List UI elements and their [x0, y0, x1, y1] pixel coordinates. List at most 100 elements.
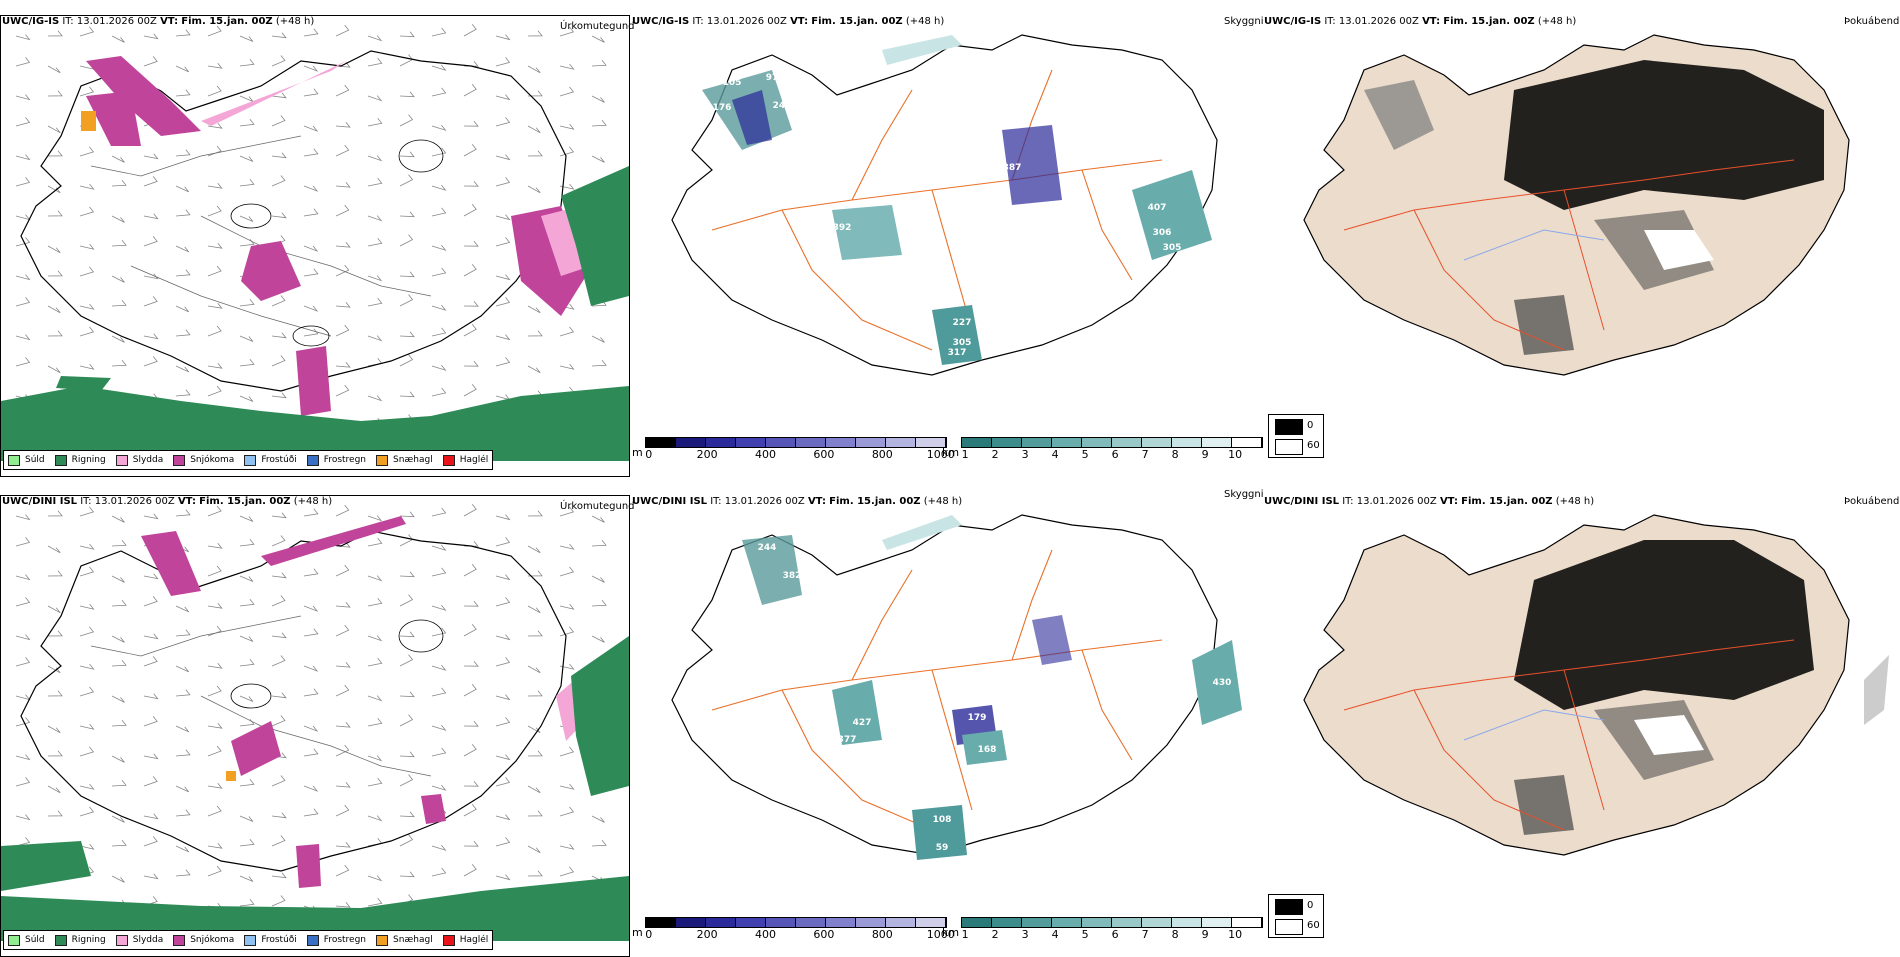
wind-barb [47, 570, 63, 577]
wind-barb [47, 365, 61, 374]
wind-barb [47, 810, 63, 817]
wind-barb [367, 35, 383, 42]
wind-barb [559, 566, 575, 577]
height-label: 306 [1153, 228, 1172, 238]
colorbar-box [1082, 918, 1113, 927]
wind-barb [143, 573, 159, 580]
colorbar-box [855, 438, 886, 447]
legend-label: Snæhagl [393, 455, 433, 465]
wind-barb [463, 623, 477, 637]
vt-label: VT: [177, 496, 196, 507]
wind-barb [463, 203, 477, 217]
wind-barb [143, 273, 159, 280]
colorbar-box [992, 438, 1023, 447]
height-label: 168 [978, 745, 997, 755]
wind-barb [143, 356, 158, 367]
wind-barb [111, 275, 125, 283]
wind-barb [367, 515, 383, 522]
wind-barb [143, 176, 158, 187]
wind-barb [431, 844, 447, 851]
it-value: 13.01.2026 00Z [724, 496, 805, 507]
wind-barb [559, 843, 575, 850]
wind-barb [399, 354, 414, 367]
wind-barb [303, 305, 319, 312]
wind-barb [399, 534, 414, 547]
precip-type-legend: Súld Rigning Slydda Snjókoma Frostúði Frostre… [3, 450, 494, 470]
legend-swatch [115, 934, 128, 946]
it-label: IT: [692, 16, 704, 27]
wind-barb [495, 154, 511, 161]
legend-swatch [173, 454, 186, 466]
colorbar-tick: 4 [1051, 928, 1059, 941]
wind-barb [495, 814, 511, 821]
wind-barb [399, 391, 415, 398]
wind-barb [15, 177, 31, 187]
wind-barb [207, 722, 223, 729]
wind-barb [111, 720, 127, 727]
wind-barb [303, 785, 319, 792]
legend-swatch [8, 454, 20, 466]
wind-barb [431, 664, 447, 671]
lead-time: (+48 h) [923, 496, 963, 507]
wind-barb [495, 837, 511, 847]
wind-barb [335, 301, 351, 308]
wind-barb [175, 389, 191, 397]
colorbar-tick: 1 [961, 928, 969, 941]
wind-barb [79, 183, 95, 190]
wind-barb [239, 899, 255, 907]
legend-swatch [376, 934, 389, 946]
wind-barb [111, 695, 125, 703]
wind-barb [239, 35, 254, 42]
legend-label: Haglél [459, 935, 489, 945]
wind-barb [143, 633, 159, 640]
colorbar-tick: 200 [696, 448, 718, 461]
height-label: 392 [833, 223, 852, 233]
visibility-title: Skyggni [1224, 489, 1264, 500]
wind-barb [399, 174, 414, 187]
wind-barb [111, 575, 125, 583]
lead-time: (+48 h) [275, 16, 315, 27]
wind-barb [463, 23, 477, 37]
colorbar-box [825, 438, 856, 447]
wind-barb [367, 718, 383, 727]
wind-barb [431, 724, 447, 731]
wind-barb [431, 184, 447, 191]
colorbar-box [765, 438, 796, 447]
colorbar-tick: 4 [1051, 448, 1059, 461]
wind-barb [239, 575, 254, 582]
colorbar-box [1232, 438, 1263, 447]
wind-barb [79, 686, 95, 697]
wind-barb [303, 508, 319, 517]
colorbar-tick: 600 [813, 448, 835, 461]
wind-barb [143, 693, 159, 700]
wind-barb [367, 335, 383, 342]
panel-header: UWC/IG-IS IT: 13.01.2026 00Z VT: Fim. 15… [2, 15, 314, 29]
height-label: 430 [1213, 678, 1232, 688]
wind-barb [15, 754, 31, 761]
wind-barb [239, 695, 254, 702]
wind-barb [399, 571, 415, 578]
colorbar-box [1052, 918, 1083, 927]
wind-barb [495, 237, 511, 247]
legend-item: Slydda [115, 934, 163, 946]
wind-barb [335, 324, 350, 337]
model-name: UWC/DINI ISL [2, 496, 78, 507]
wind-barb [175, 665, 190, 673]
wind-barb [591, 120, 607, 127]
wind-barb [79, 206, 95, 217]
legend-label: Frostúði [261, 455, 297, 465]
wind-barb [463, 180, 479, 187]
wind-barb [239, 359, 255, 367]
wind-barb [399, 234, 414, 247]
wind-barb [111, 180, 127, 187]
wind-barb [527, 185, 541, 194]
wind-barb [47, 545, 61, 554]
wind-barb [271, 175, 286, 187]
wind-barb [47, 90, 63, 97]
wind-barb [175, 269, 191, 277]
colorbar-tick: 0 [645, 928, 653, 941]
wind-barb [143, 513, 159, 520]
wind-barb [15, 357, 31, 367]
wind-barb [111, 540, 127, 547]
wind-barb [175, 305, 190, 313]
